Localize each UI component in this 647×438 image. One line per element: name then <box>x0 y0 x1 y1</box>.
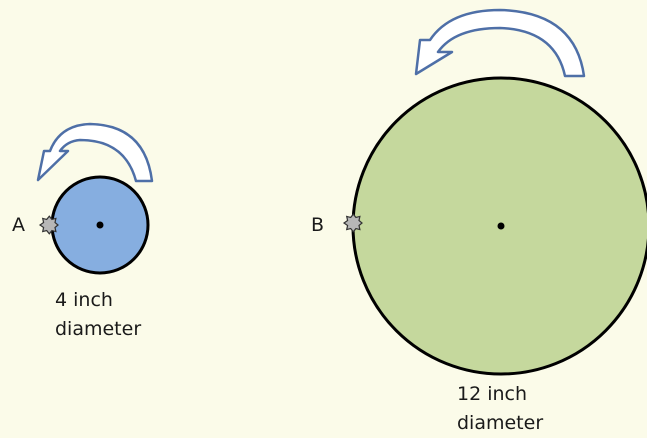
wheel-b-caption-line2: diameter <box>457 412 544 434</box>
point-a-label: A <box>12 214 25 236</box>
rotation-arrow-a <box>36 122 154 183</box>
wheel-a-caption: 4 inch diameter <box>55 286 141 344</box>
wheel-b-caption-line1: 12 inch <box>457 383 528 405</box>
point-a-marker <box>38 215 59 235</box>
wheel-b-caption: 12 inch diameter <box>457 380 543 438</box>
wheel-b <box>342 8 647 376</box>
wheel-a-center-dot <box>96 221 104 229</box>
point-b-marker <box>342 213 363 233</box>
rotation-arrow-b <box>414 8 586 78</box>
point-b-label: B <box>311 214 325 236</box>
wheel-a-caption-line2: diameter <box>55 318 142 340</box>
wheel-a-caption-line1: 4 inch <box>55 289 113 311</box>
wheel-a <box>36 122 154 275</box>
wheel-b-center-dot <box>497 222 505 230</box>
